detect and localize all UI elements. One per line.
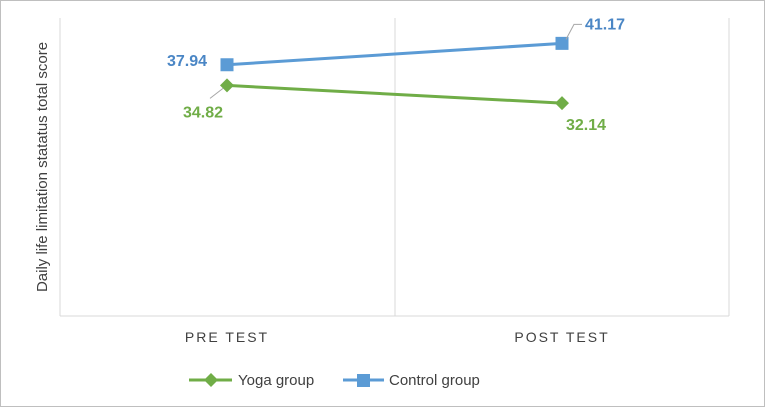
grid: [59, 18, 730, 317]
series-line-control-group: [226, 41, 563, 67]
point-control-pre-test: [220, 58, 234, 72]
point-yoga-post-test: [555, 96, 569, 111]
legend: Yoga group Control group: [189, 372, 480, 389]
data-label-control-post-test: 41.17: [585, 16, 625, 33]
point-control-post-test: [555, 36, 569, 50]
point-yoga-pre-test: [220, 78, 234, 93]
series-line-yoga-group: [226, 83, 563, 105]
x-tick-label-pre-test: PRE TEST: [185, 329, 269, 345]
leader-line-yoga-pre-test: [209, 88, 224, 99]
data-label-yoga-post-test: 32.14: [566, 117, 606, 134]
leader-line-control-post-test: [565, 23, 582, 40]
markers: [220, 36, 569, 111]
y-axis-label: Daily life limitation statatus total sco…: [34, 42, 51, 292]
legend-label-yoga-group: Yoga group: [238, 372, 314, 389]
legend-marker-yoga-group: [204, 373, 218, 387]
legend-marker-control-group: [357, 374, 370, 387]
legend-label-control-group: Control group: [389, 372, 480, 389]
data-label-control-pre-test: 37.94: [167, 53, 207, 70]
data-label-yoga-pre-test: 34.82: [183, 104, 223, 121]
x-tick-label-post-test: POST TEST: [514, 329, 609, 345]
